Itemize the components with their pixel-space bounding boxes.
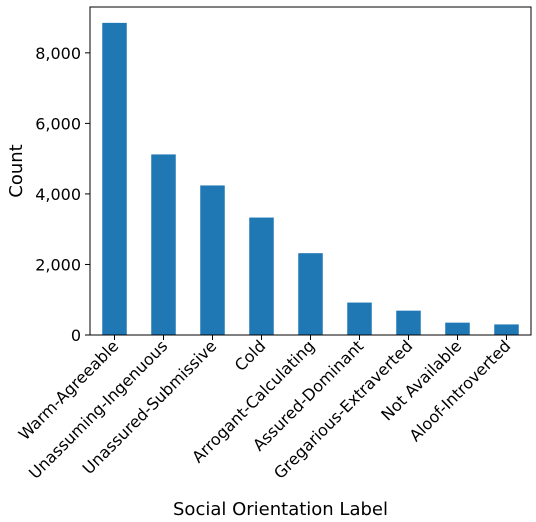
y-tick-label: 2,000 xyxy=(35,255,81,274)
bar-arrogant-calculating xyxy=(298,253,323,335)
y-axis-label: Count xyxy=(6,144,27,197)
x-axis-ticks: Warm-AgreeableUnassuming-IngenuousUnassu… xyxy=(15,335,514,483)
bar-assured-dominant xyxy=(347,302,372,335)
y-tick-label: 8,000 xyxy=(35,44,81,63)
bar-not-available xyxy=(445,322,470,335)
y-tick-label: 4,000 xyxy=(35,185,81,204)
bar-unassuming-ingenuous xyxy=(151,154,176,335)
y-axis-ticks: 0 2,000 4,000 6,000 8,000 xyxy=(35,44,90,345)
bar-cold xyxy=(249,217,274,335)
bar-warm-agreeable xyxy=(102,22,127,336)
bar-gregarious-extraverted xyxy=(396,310,421,335)
bars-layer xyxy=(102,22,519,336)
y-tick-label: 6,000 xyxy=(35,114,81,133)
bar-aloof-introverted xyxy=(494,324,519,335)
x-axis-label: Social Orientation Label xyxy=(173,499,388,520)
y-tick-label: 0 xyxy=(71,326,81,345)
bar-unassured-submissive xyxy=(200,185,225,335)
x-tick-label: Cold xyxy=(231,336,270,375)
